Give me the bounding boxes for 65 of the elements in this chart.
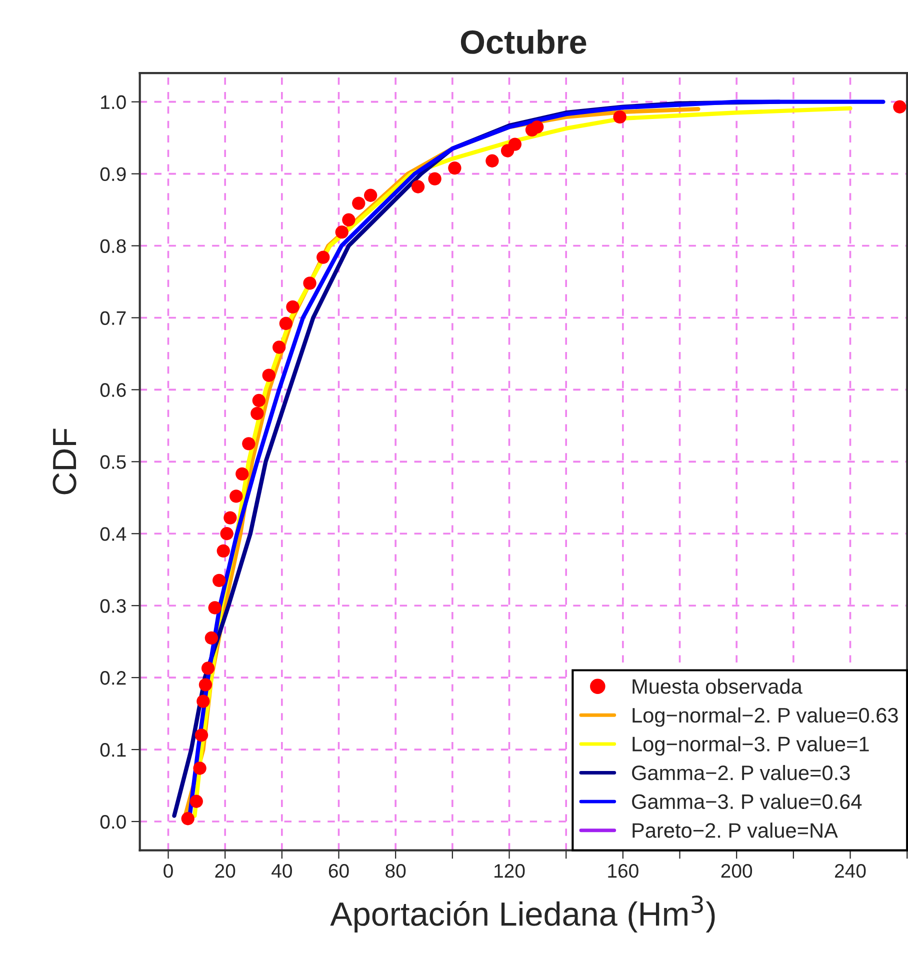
point [252, 394, 266, 408]
x-tick-label: 0 [164, 864, 173, 878]
y-tick-label: 0.3 [100, 599, 126, 613]
point [893, 100, 906, 114]
y-tick-label: 0.5 [100, 455, 126, 469]
point [236, 467, 249, 480]
x-tick-label: 200 [721, 864, 752, 878]
point [303, 276, 316, 290]
point [250, 406, 264, 420]
y-tick-label: 0.9 [100, 167, 126, 182]
y-tick-label: 0.7 [100, 311, 126, 325]
point [335, 226, 348, 239]
legend-label: Gamma−3. P value=0.64 [632, 794, 862, 810]
point [242, 437, 256, 450]
point [448, 161, 462, 175]
point [530, 120, 544, 134]
point [508, 138, 522, 151]
point [198, 678, 212, 692]
point [201, 662, 215, 675]
point [411, 180, 425, 194]
point [208, 601, 222, 614]
point [196, 694, 210, 708]
point [262, 368, 276, 382]
legend-label: Pareto−2. P value=NA [632, 822, 838, 838]
x-tick-label: 20 [215, 864, 236, 878]
y-tick-label: 0.0 [100, 814, 126, 829]
point [286, 300, 300, 314]
x-tick-label: 80 [386, 864, 406, 878]
point [204, 631, 218, 645]
point [486, 154, 499, 168]
point [364, 188, 378, 202]
x-tick-label: 240 [835, 864, 866, 878]
point [272, 340, 286, 354]
x-tick-label: 160 [608, 864, 638, 878]
y-tick-label: 1.0 [101, 95, 126, 110]
point [613, 110, 626, 124]
legend-label: Log−normal−2. P value=0.63 [632, 707, 898, 727]
y-tick-label: 0.1 [100, 743, 126, 757]
point [428, 172, 442, 186]
legend-label: Muesta observada [632, 678, 802, 694]
point [224, 511, 237, 524]
x-tick-label: 60 [328, 864, 349, 878]
point [220, 527, 234, 540]
point [230, 490, 243, 503]
legend-label: Gamma−2. P value=0.3 [632, 764, 850, 780]
point [316, 250, 330, 264]
point [181, 812, 194, 826]
legend-label: Log−normal−3. P value=1 [632, 736, 869, 756]
y-tick-label: 0.2 [100, 671, 126, 685]
point [216, 544, 230, 558]
y-tick-label: 0.8 [100, 239, 126, 254]
y-axis-title: CDF [52, 428, 76, 494]
chart-title: Octubre [460, 29, 586, 54]
y-tick-label: 0.4 [100, 527, 126, 541]
x-tick-label: 40 [272, 864, 292, 878]
x-tick-label: 120 [494, 864, 525, 878]
point [212, 574, 226, 588]
point [194, 728, 208, 742]
point [352, 196, 366, 210]
point [190, 794, 203, 808]
point [342, 213, 356, 226]
point [193, 762, 206, 775]
x-axis-title: Aportación Liedana (Hm$^{3}$) [330, 896, 715, 933]
point [279, 316, 292, 330]
y-tick-label: 0.6 [100, 383, 126, 397]
